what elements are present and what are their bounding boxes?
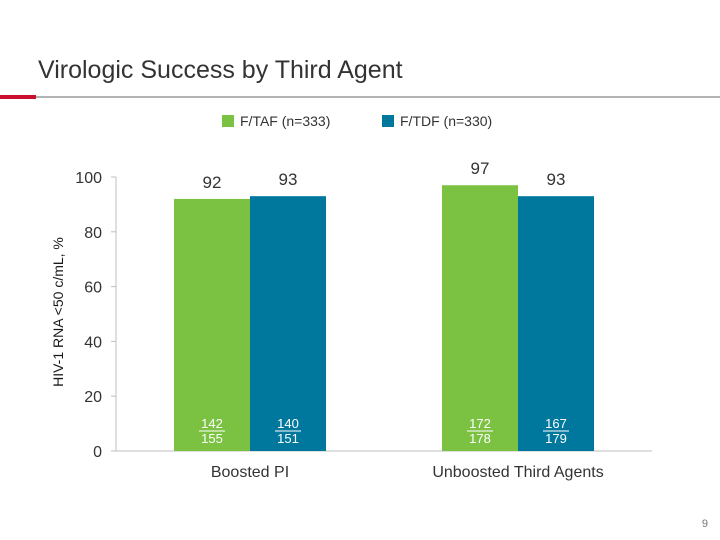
title-accent-bar [0,95,36,99]
y-tick-label: 40 [84,334,102,351]
data-label-ftdf-1: 93 [547,170,566,189]
legend-swatch-ftdf [382,115,394,127]
legend-item-ftaf: F/TAF (n=333) [222,113,330,131]
count-denominator-ftaf-1: 178 [469,431,491,446]
legend-swatch-ftaf [222,115,234,127]
legend-item-ftdf: F/TDF (n=330) [382,113,492,131]
legend-label-ftaf: F/TAF (n=333) [240,113,331,129]
category-label-0: Boosted PI [211,464,289,481]
bar-ftdf-0 [250,196,326,451]
bar-ftaf-0 [174,198,250,451]
page-number: 9 [701,518,708,530]
data-label-ftaf-0: 92 [203,173,222,192]
legend-label-ftdf: F/TDF (n=330) [400,113,493,129]
count-denominator-ftdf-1: 179 [545,431,567,446]
count-numerator-ftdf-0: 140 [277,416,299,431]
count-numerator-ftaf-0: 142 [201,416,223,431]
y-tick-label: 80 [84,225,102,242]
count-numerator-ftdf-1: 167 [545,416,567,431]
y-tick-label: 100 [75,170,102,187]
count-numerator-ftaf-1: 172 [469,416,491,431]
category-label-1: Unboosted Third Agents [432,464,603,481]
bar-ftdf-1 [518,196,594,451]
y-tick-label: 0 [93,444,102,461]
title-divider [36,96,720,98]
bar-ftaf-1 [442,185,518,451]
count-denominator-ftdf-0: 151 [277,431,299,446]
data-label-ftaf-1: 97 [471,159,490,178]
slide-title: Virologic Success by Third Agent [38,56,403,84]
y-tick-label: 20 [84,389,102,406]
count-denominator-ftaf-0: 155 [201,431,223,446]
y-tick-label: 60 [84,280,102,297]
data-label-ftdf-0: 93 [279,170,298,189]
